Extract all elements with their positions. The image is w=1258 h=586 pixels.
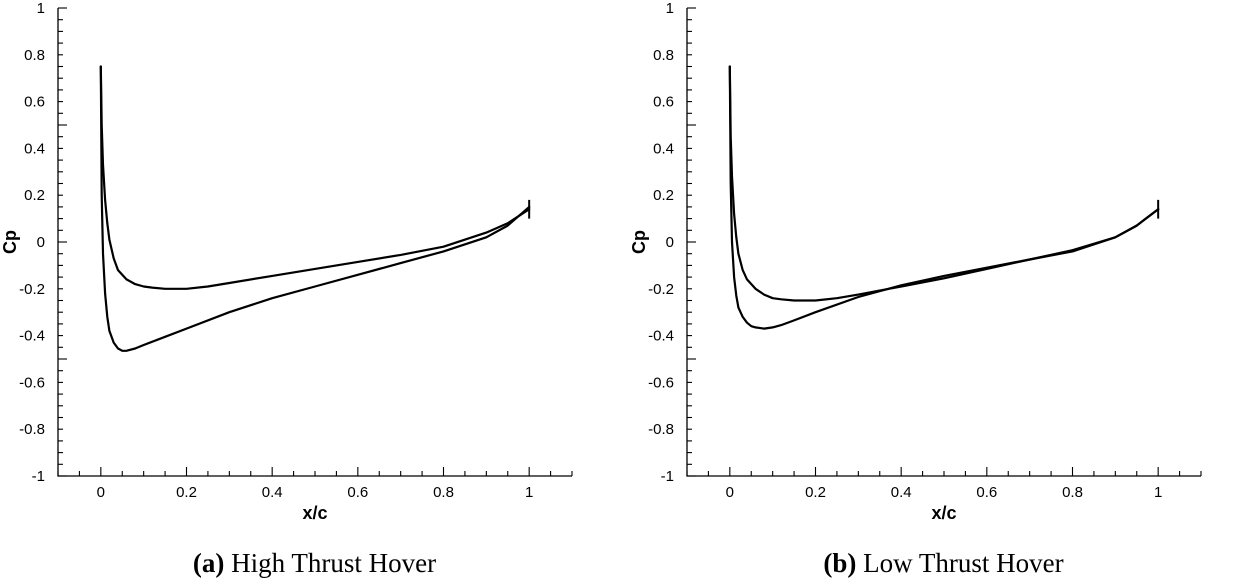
y-axis-title: Cp: [629, 230, 649, 254]
y-tick-label: -0.4: [648, 328, 674, 345]
y-tick-label: 0: [666, 234, 674, 251]
caption-text-a: High Thrust Hover: [231, 548, 437, 578]
x-tick-label: 0.2: [805, 484, 826, 501]
y-tick-label: 1: [37, 0, 45, 17]
x-axis-title: x/c: [931, 503, 956, 523]
cp-series-line-1: [728, 65, 1160, 302]
x-tick-label: 0.4: [891, 484, 912, 501]
cp-chart-low-thrust: 1 0.8 0.6 0.4 0.2 0 -0.2 -0.4 -0.6 -0.8 -1 0 0.2 0.4 0…: [629, 0, 1202, 523]
y-tick-label: -0.2: [648, 281, 674, 298]
y-tick-label: 0.8: [24, 47, 45, 64]
y-tick-label: -0.6: [19, 374, 45, 391]
x-tick-label: 1: [1154, 484, 1162, 501]
y-tick-label: 0.6: [24, 94, 45, 111]
axes-frame: [57, 8, 572, 477]
x-tick-label: 0.6: [976, 484, 997, 501]
y-tick-label: 0.2: [653, 187, 674, 204]
x-tick-label: 0.6: [347, 484, 368, 501]
y-tick-label: 0.4: [653, 140, 674, 157]
y-tick-label: -1: [32, 468, 45, 485]
y-tick-label: -0.6: [648, 374, 674, 391]
figure-caption-b: (b) Low Thrust Hover: [629, 548, 1258, 579]
x-tick-label: 0.4: [262, 484, 283, 501]
figure-caption-a: (a) High Thrust Hover: [0, 548, 629, 579]
x-tick-label: 0.8: [1062, 484, 1083, 501]
y-tick-label: 0.8: [653, 47, 674, 64]
panel-label-b: (b): [823, 548, 857, 578]
cp-series-line-2: [728, 65, 1160, 330]
y-tick-label: 0.6: [653, 94, 674, 111]
y-axis-title: Cp: [0, 230, 20, 254]
x-axis-title: x/c: [302, 503, 327, 523]
x-tick-label: 0.2: [176, 484, 197, 501]
cp-series-line-1: [99, 65, 531, 290]
y-tick-label: 0: [37, 234, 45, 251]
cp-chart-high-thrust: 1 0.8 0.6 0.4 0.2 0 -0.2 -0.4 -0.6 -0.8 -1 0 0.2 0.4 0…: [0, 0, 573, 523]
y-tick-label: 0.2: [24, 187, 45, 204]
cp-series-line-2: [99, 65, 531, 352]
chart-panel-a: 1 0.8 0.6 0.4 0.2 0 -0.2 -0.4 -0.6 -0.8 -1 0 0.2 0.4 0…: [0, 0, 629, 579]
y-tick-label: -0.4: [19, 328, 45, 345]
x-tick-label: 0.8: [433, 484, 454, 501]
x-tick-label: 1: [525, 484, 533, 501]
y-tick-label: -0.8: [19, 421, 45, 438]
chart-panel-b: 1 0.8 0.6 0.4 0.2 0 -0.2 -0.4 -0.6 -0.8 -1 0 0.2 0.4 0…: [629, 0, 1258, 586]
panel-label-a: (a): [192, 548, 225, 578]
y-tick-label: 1: [666, 0, 674, 17]
axes-frame: [686, 8, 1201, 477]
x-tick-label: 0: [726, 484, 734, 501]
y-tick-label: -1: [661, 468, 674, 485]
y-tick-label: -0.2: [19, 281, 45, 298]
caption-text-b: Low Thrust Hover: [863, 548, 1064, 578]
y-tick-label: -0.8: [648, 421, 674, 438]
x-tick-label: 0: [97, 484, 105, 501]
y-tick-label: 0.4: [24, 140, 45, 157]
